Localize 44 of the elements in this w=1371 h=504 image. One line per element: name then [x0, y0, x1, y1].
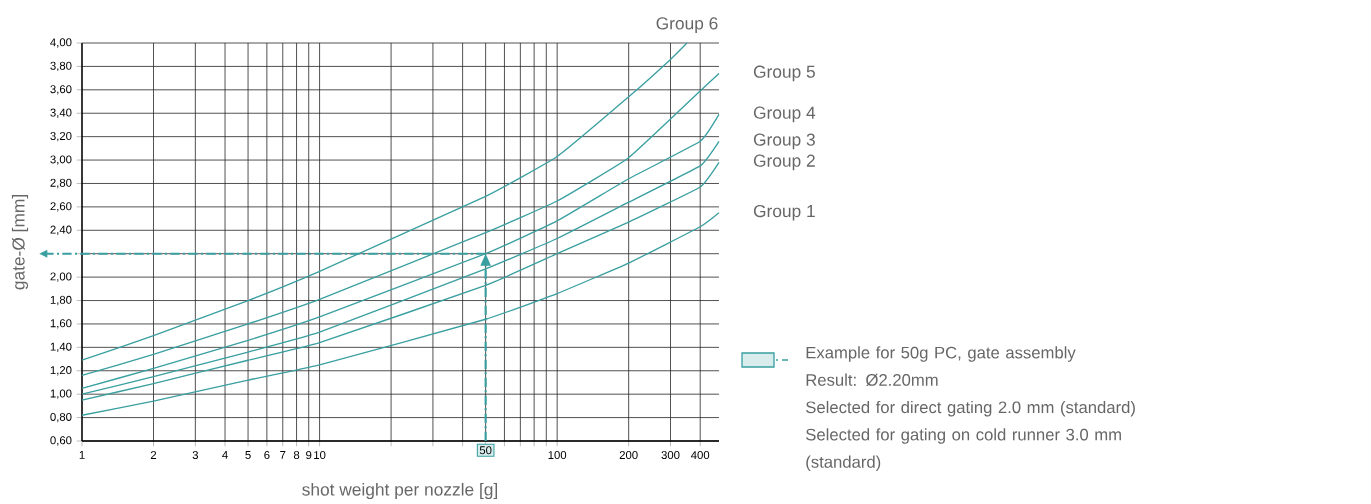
x-tick-label: 300: [661, 451, 680, 460]
y-tick-label: 3,60: [50, 85, 72, 95]
text: Result: Ø2.20mm: [806, 373, 938, 387]
text: Selected for gating on cold runner 3.0 mm (standard): [806, 428, 1121, 472]
y-tick-label: 0,60: [50, 436, 72, 446]
y-tick-label: 2,60: [50, 202, 72, 212]
y-tick-label: 3,20: [50, 131, 72, 142]
y-tick-label: 3,00: [50, 155, 72, 165]
x-tick-label: 9: [306, 451, 312, 460]
text: Group 2: [753, 154, 815, 171]
y-tick-label: 1,40: [50, 342, 72, 353]
y-axis-title: gate-Ø [mm]: [11, 195, 29, 290]
x-tick-label: 7: [280, 451, 286, 459]
text: Group 5: [753, 65, 815, 82]
x-tick-label: 400: [690, 451, 710, 460]
x-tick-label: 5: [245, 451, 251, 459]
x-tick-label: 6: [264, 451, 270, 460]
x-tick-label: 10: [314, 451, 326, 460]
y-tick-label: 4,00: [50, 38, 72, 48]
ref-line-label: 50: [479, 446, 492, 455]
text: Selected for direct gating 2.0 mm (standard): [806, 400, 1135, 417]
x-tick-label: 3: [192, 451, 199, 460]
y-tick-label: 1,20: [50, 366, 72, 376]
x-tick-label: 1: [79, 451, 85, 459]
y-tick-label: 3,40: [50, 108, 72, 118]
y-tick-label: 1,00: [50, 389, 72, 399]
x-tick-label: 4: [222, 451, 228, 459]
y-tick-label: 3,80: [50, 61, 72, 72]
y-tick-label: 2,00: [50, 272, 72, 282]
x-tick-label: 8: [293, 451, 300, 460]
x-tick-label: 100: [548, 451, 567, 460]
x-tick-label: 2: [150, 451, 157, 459]
text: Group 3: [753, 133, 815, 150]
text: Example for 50g PC, gate assembly: [806, 346, 1076, 362]
x-axis-title: shot weight per nozzle [g]: [302, 482, 498, 500]
y-tick-label: 1,80: [50, 295, 72, 306]
y-tick-label: 1,60: [50, 319, 72, 329]
x-tick-label: 200: [619, 451, 638, 460]
y-tick-label: 2,80: [50, 178, 72, 189]
text: Group 1: [753, 204, 815, 221]
y-tick-label: 2,40: [50, 225, 72, 235]
text: Group 4: [753, 106, 816, 123]
y-tick-label: 0,80: [50, 412, 72, 423]
series-label: Group 6: [656, 17, 718, 33]
